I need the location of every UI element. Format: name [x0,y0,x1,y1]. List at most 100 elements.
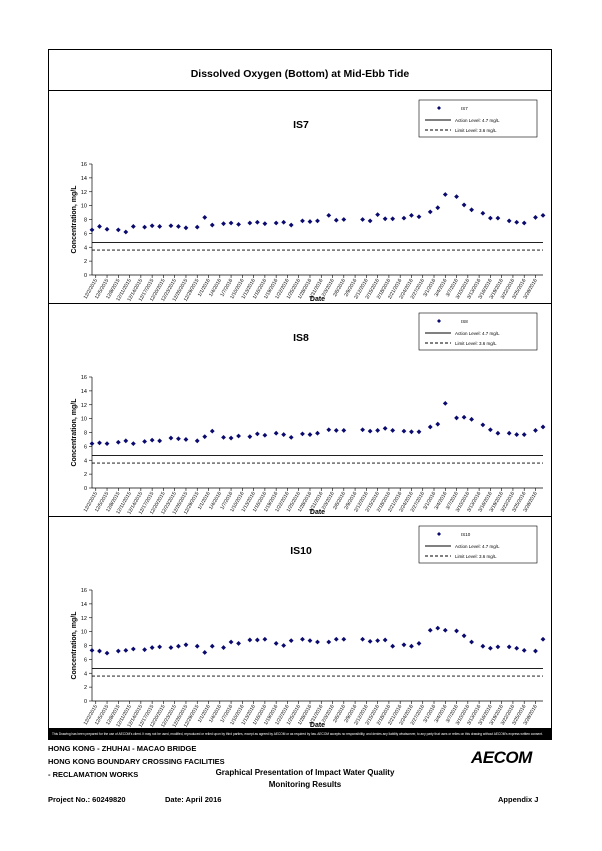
legend-box [418,99,538,138]
chart-title: IS8 [293,332,309,344]
y-tick-label: 8 [84,431,87,437]
disclaimer-bar: This Drawing has been prepared for the u… [48,729,552,740]
data-point [202,434,208,440]
aecom-logo: AECOM [471,748,532,767]
data-point [540,212,546,218]
chart-panel-is7: IS7 0 2 4 6 8 10 12 14 16 Concentration, mg/L 12/2/… [49,90,551,303]
data-point [157,644,163,650]
data-point [533,428,538,433]
y-axis-label: Concentration, mg/L [71,185,78,254]
data-point [307,638,313,644]
data-point [427,627,433,633]
data-point [461,202,467,208]
data-point [176,643,181,649]
data-point [375,428,381,433]
data-point [495,430,501,436]
data-point [401,215,407,221]
data-point [273,220,279,226]
data-point [480,210,486,216]
data-point [487,427,493,433]
data-point [194,438,200,444]
data-point [341,428,347,433]
y-tick-label: 14 [81,602,87,608]
y-tick-label: 0 [84,273,87,279]
legend-label-action: Action Level: 4.7 mg/L [455,331,500,336]
data-point [236,641,241,646]
y-tick-label: 16 [81,588,87,594]
data-point [360,427,365,433]
data-point [281,219,287,225]
data-point [326,212,332,218]
data-point [202,215,208,220]
data-point [300,218,305,224]
data-point [221,221,226,227]
data-point [333,636,339,642]
data-point [533,215,538,220]
y-tick-label: 14 [81,176,87,182]
data-point [390,216,396,222]
y-tick-label: 2 [84,472,87,478]
y-tick-label: 4 [84,671,87,677]
data-point [506,644,512,650]
data-point [390,643,396,649]
legend-box [418,525,538,564]
data-point [375,638,381,644]
data-point [221,645,226,650]
data-point [506,218,512,224]
main-title: Dissolved Oxygen (Bottom) at Mid-Ebb Tid… [190,68,410,80]
y-tick-label: 4 [84,245,87,251]
project-line-1: HONG KONG - ZHUHAI - MACAO BRIDGE [48,744,197,753]
y-tick-label: 6 [84,657,87,663]
project-number: Project No.: 60249820 [48,795,126,804]
data-point [315,430,320,436]
data-point [209,222,215,228]
data-point [382,637,388,643]
y-axis-label: Concentration, mg/L [71,398,78,467]
data-point [367,638,373,644]
chart-title: IS7 [293,119,309,131]
data-point [382,216,388,222]
data-point [401,428,407,434]
data-point [401,642,407,648]
project-line-3: - RECLAMATION WORKS [48,770,139,779]
data-point [130,646,136,652]
data-point [514,432,520,437]
appendix-label: Appendix J [498,795,539,804]
data-point [360,636,365,642]
data-point [506,430,512,436]
data-point [157,438,163,444]
y-tick-label: 12 [81,190,87,196]
data-point [442,400,448,406]
data-point [495,644,501,650]
data-point [469,639,474,645]
data-point [202,650,208,655]
data-point [262,221,268,227]
data-point [97,440,102,446]
chart-title: IS10 [290,545,312,557]
data-point [262,636,268,642]
data-point [375,212,381,218]
data-point [454,415,459,421]
data-point [209,428,215,434]
data-point [247,220,253,226]
data-point [247,637,253,643]
data-point [521,647,527,653]
presentation-subtitle: Monitoring Results [268,780,342,789]
data-point [130,224,136,229]
data-point [288,222,294,228]
data-point [409,212,414,218]
data-point [315,218,320,224]
legend-marker [437,319,441,323]
data-point [495,215,501,221]
data-point [123,229,129,235]
y-tick-label: 8 [84,218,87,224]
data-point [326,427,332,433]
data-point [341,636,347,642]
data-point [281,432,287,437]
data-point [247,434,253,440]
data-point [442,627,448,633]
y-tick-label: 12 [81,403,87,409]
y-tick-label: 16 [81,162,87,168]
